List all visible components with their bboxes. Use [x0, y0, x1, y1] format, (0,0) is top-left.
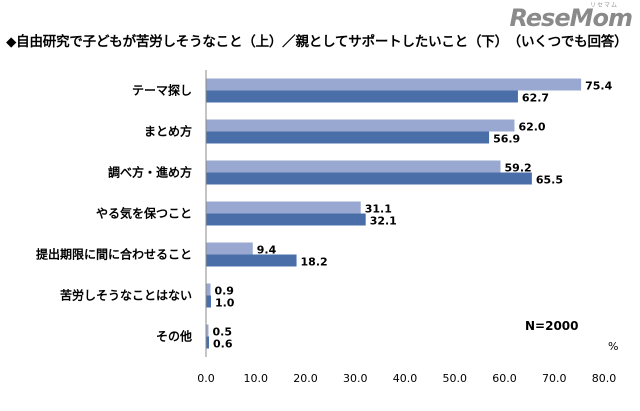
bar-upper — [206, 242, 253, 255]
value-label: 32.1 — [370, 215, 397, 228]
value-label: 59.2 — [505, 162, 532, 175]
bar-upper — [206, 119, 515, 132]
x-tick-label: 70.0 — [542, 372, 567, 385]
bar-upper — [206, 324, 209, 337]
value-label: 18.2 — [301, 256, 328, 269]
unit-label: % — [608, 340, 618, 353]
bar-upper — [206, 283, 211, 296]
value-label: 0.6 — [213, 338, 233, 351]
bar-upper — [206, 160, 501, 173]
x-tick-label: 20.0 — [293, 372, 318, 385]
x-tick-label: 80.0 — [592, 372, 617, 385]
x-tick-label: 50.0 — [443, 372, 468, 385]
value-label: 75.4 — [585, 80, 612, 93]
x-tick-label: 30.0 — [343, 372, 368, 385]
bar-lower — [206, 254, 297, 267]
x-tick-label: 60.0 — [492, 372, 517, 385]
bar-lower — [206, 131, 490, 144]
category-label: 提出期限に間に合わせること — [36, 247, 192, 262]
x-tick-label: 0.0 — [197, 372, 215, 385]
bar-lower — [206, 90, 518, 103]
bar-lower — [206, 213, 366, 226]
value-label: 9.4 — [257, 244, 277, 257]
bar-lower — [206, 336, 209, 349]
category-label: まとめ方 — [144, 124, 192, 139]
bar-upper — [206, 78, 582, 91]
bar-lower — [206, 172, 532, 185]
value-label: 56.9 — [493, 133, 520, 146]
value-label: 65.5 — [536, 174, 563, 187]
category-label: 調べ方・進め方 — [108, 165, 192, 180]
value-label: 0.9 — [214, 285, 234, 298]
x-tick-label: 40.0 — [393, 372, 418, 385]
bar-lower — [206, 295, 211, 308]
value-label: 62.7 — [522, 92, 549, 105]
x-tick-label: 10.0 — [244, 372, 269, 385]
value-label: 1.0 — [215, 297, 235, 310]
chart-title: ◆自由研究で子どもが苦労しそうなこと（上）／親としてサポートしたいこと（下） （… — [6, 34, 628, 50]
resemom-logo: ReseMom — [509, 4, 633, 32]
value-label: 62.0 — [518, 121, 545, 134]
value-label: 0.5 — [212, 326, 232, 339]
category-label: その他 — [156, 329, 192, 344]
logo-subtext: リセマム — [589, 2, 618, 9]
sample-size-note: N=2000 — [525, 319, 579, 333]
category-label: やる気を保つこと — [96, 206, 192, 221]
value-label: 31.1 — [365, 203, 392, 216]
category-label: 苦労しそうなことはない — [60, 288, 192, 303]
bar-upper — [206, 201, 361, 214]
category-label: テーマ探し — [132, 83, 192, 98]
